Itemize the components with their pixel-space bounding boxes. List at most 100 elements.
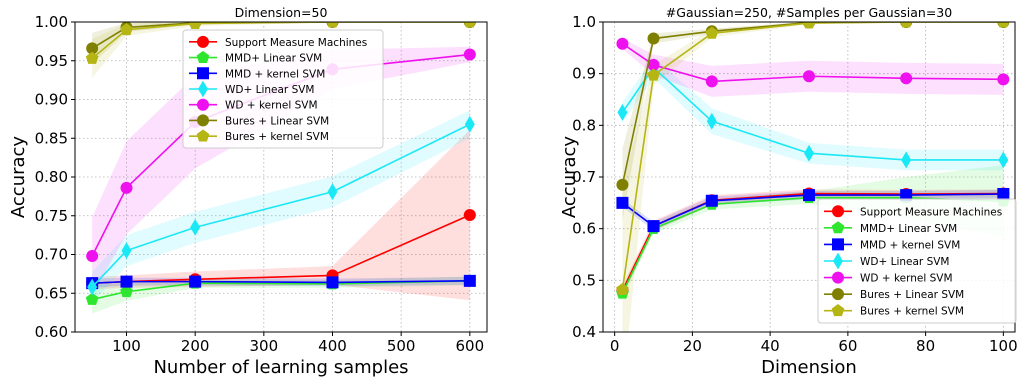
chart1-legend-box [182,29,384,149]
chart1-legend-label-mmd-kernel-svm: MMD + kernel SVM [225,68,325,80]
chart2-group: 0 20 40 60 80 100 0.4 0.5 0.6 0.7 0.8 0.9 1.0 #Gaussi… [559,5,1018,377]
chart1-legend: Support Measure Machines MMD+ Linear SVM M… [182,29,384,149]
chart2-point-mmd-kernel-svm [705,194,718,207]
chart1-xtick-label: 100 [112,337,141,355]
chart1-point-bures-kernel-svm [120,23,133,36]
chart2-point-bures-linear-svm [616,178,629,191]
chart2-point-wd-linear-svm [706,112,717,130]
chart2-legend-label-support-measure-machines: Support Measure Machines [860,206,1002,218]
chart2-legend-marker [832,271,844,284]
chart2-point-wd-linear-svm [901,151,912,169]
chart1-band-wd-linear-svm [92,110,470,303]
chart2-ytick-label: 0.4 [572,323,596,341]
chart2-point-mmd-kernel-svm [616,196,629,209]
chart2-ytick-label: 0.7 [572,168,596,186]
chart1-point-wd-linear-svm [327,183,338,201]
chart1-ylabel: Accuracy [8,136,29,219]
chart2-legend-label-mmd-linear-svm: MMD+ Linear SVM [860,223,957,235]
chart2-xlabel: Dimension [761,357,857,377]
chart1-legend-marker [197,67,209,80]
chart2-point-bures-kernel-svm [997,22,1010,28]
chart1-legend-marker [197,35,209,48]
chart2-plot-area [616,22,1010,332]
chart1-point-wd-kernel-svm [463,48,476,61]
chart1-group: 100 200 300 400 500 600 0.60 0.65 0.70 0.75 0.80 0.… [8,5,488,377]
chart2-ylabel: Accuracy [559,136,580,219]
chart1-point-wd-linear-svm [464,115,475,133]
chart2-point-bures-linear-svm [647,32,660,45]
chart1-legend-marker [198,80,208,98]
chart2-line-bures-kernel-svm [621,22,1004,290]
chart2-legend-marker [832,288,844,301]
chart2-point-wd-kernel-svm [803,70,815,83]
chart1-xtick-label: 300 [250,337,279,355]
chart1-point-wd-kernel-svm [86,250,99,263]
chart1-xlabel: Number of learning samples [153,357,408,377]
chart2-point-mmd-kernel-svm [803,189,815,202]
chart2-ytick-label: 0.5 [572,271,596,289]
chart2-xtick-label: 0 [610,337,620,355]
chart1-legend-marker [197,98,209,111]
chart1-ytick-label: 0.75 [35,207,68,225]
chart1-point-bures-kernel-svm [188,22,202,29]
chart2-legend-marker [831,304,845,317]
chart2-xtick-label: 80 [916,337,935,355]
chart1-ytick-label: 0.70 [35,246,68,264]
chart1-point-wd-linear-svm [190,218,201,236]
chart2-point-mmd-kernel-svm [647,220,660,233]
chart1-legend-label-mmd-linear-svm: MMD+ Linear SVM [225,53,322,65]
chart2-band-wd-linear-svm [622,57,1004,171]
chart2-xtick-label: 40 [761,337,780,355]
chart2-point-bures-kernel-svm [802,22,816,29]
chart1-point-bures-kernel-svm [464,22,476,28]
chart2-legend-marker [832,238,844,251]
chart1-legend-label-bures-kernel-svm: Bures + kernel SVM [225,131,329,143]
chart1-legend-marker [196,129,210,142]
chart1-point-mmd-kernel-svm [189,275,202,288]
chart2-ytick-label: 0.9 [572,65,596,83]
chart2-legend-label-mmd-kernel-svm: MMD + kernel SVM [860,239,960,251]
chart1-point-wd-linear-svm [87,278,98,296]
chart1-xtick-label: 400 [318,337,347,355]
chart2-ytick-label: 0.6 [572,220,596,238]
chart2-point-bures-kernel-svm [647,68,660,81]
chart2-line-bures-linear-svm [621,22,1004,185]
chart1-band-support-measure-machines [92,129,470,301]
chart1-point-mmd-linear-svm [85,292,99,305]
chart2-legend-box [817,198,1017,324]
chart1-xtick-label: 500 [387,337,416,355]
chart1-point-support-measure-machines [463,208,476,221]
chart2-legend-label-wd-kernel-svm: WD + kernel SVM [860,273,953,285]
chart1-point-mmd-kernel-svm [463,274,476,287]
chart2-legend-marker [831,221,845,234]
chart2-legend-label-wd-linear-svm: WD+ Linear SVM [860,256,949,268]
chart1-point-mmd-kernel-svm [326,276,339,289]
chart1-ytick-label: 0.65 [35,284,68,302]
chart1-legend-label-support-measure-machines: Support Measure Machines [225,37,367,49]
chart2-point-wd-kernel-svm [997,73,1010,86]
chart2-point-bures-kernel-svm [900,22,912,28]
chart2-point-wd-linear-svm [617,104,628,121]
chart1-legend-label-wd-linear-svm: WD+ Linear SVM [225,84,314,96]
chart2-ytick-label: 0.8 [572,116,596,134]
chart1-legend-marker [196,50,210,63]
chart1-point-mmd-linear-svm [120,285,133,298]
chart1-legend-label-wd-kernel-svm: WD + kernel SVM [225,100,318,112]
chart1-legend-marker [197,114,209,127]
chart1-point-wd-linear-svm [121,242,132,260]
chart2-legend-label-bures-kernel-svm: Bures + kernel SVM [860,306,964,318]
chart2-point-wd-linear-svm [998,151,1009,169]
chart2-band-bures-linear-svm [622,22,1004,221]
chart2-point-mmd-kernel-svm [997,188,1010,201]
chart1-point-bures-kernel-svm [85,51,99,64]
chart1-ytick-label: 0.85 [35,129,68,147]
chart1-ytick-label: 0.60 [35,323,68,341]
chart2-title: #Gaussian=250, #Samples per Gaussian=30 [666,5,952,20]
chart2-xtick-label: 60 [838,337,857,355]
chart1-point-mmd-kernel-svm [120,275,133,288]
chart2-legend-marker [832,205,844,218]
chart1-ytick-label: 0.95 [35,52,68,70]
chart2-point-wd-kernel-svm [900,72,913,85]
chart1-title: Dimension=50 [235,5,328,20]
